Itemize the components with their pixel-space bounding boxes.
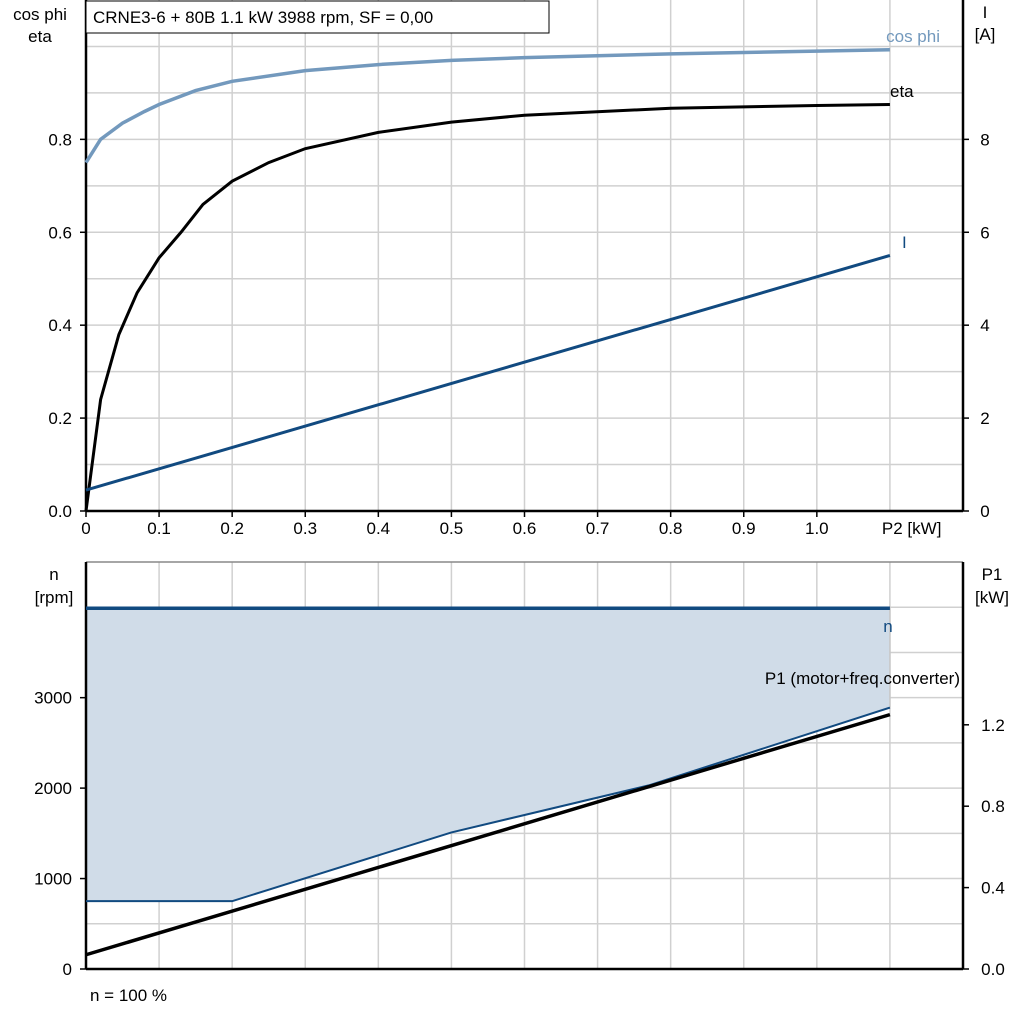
x-tick-label: 0.8	[659, 519, 683, 538]
title-box	[85, 0, 550, 34]
current-line	[85, 254, 891, 492]
y-tick-label-right: 1.2	[981, 716, 1005, 735]
x-tick-label: 0	[81, 519, 90, 538]
speed-annotation: n = 100 %	[90, 986, 167, 1005]
x-tick-label: 0.1	[147, 519, 171, 538]
y-tick-label-left: 3000	[34, 689, 72, 708]
y-tick-label-left: 0.6	[48, 223, 72, 242]
y-tick-label-left: 2000	[34, 779, 72, 798]
y-tick-label-left: 0	[63, 960, 72, 979]
y-axis-label-right: [kW]	[975, 588, 1009, 607]
y-tick-label-left: 0.4	[48, 316, 72, 335]
y-axis-label-left: cos phi	[13, 5, 67, 24]
y-tick-label-right: 2	[980, 409, 989, 428]
y-tick-label-left: 0.8	[48, 130, 72, 149]
y-axis-label-left: eta	[28, 27, 52, 46]
y-tick-label-right: 6	[980, 223, 989, 242]
y-tick-label-left: 0.2	[48, 409, 72, 428]
x-tick-label: 0.3	[293, 519, 317, 538]
cos-phi-label: cos phi	[886, 27, 940, 46]
y-tick-label-right: 4	[980, 316, 989, 335]
x-tick-label: 0.7	[586, 519, 610, 538]
chart-title: CRNE3-6 + 80B 1.1 kW 3988 rpm, SF = 0,00	[93, 8, 433, 27]
current-label: I	[902, 233, 907, 252]
p1-line	[85, 712, 891, 957]
speed-min-line	[86, 706, 891, 903]
eta-label: eta	[890, 82, 914, 101]
speed-range-area	[86, 608, 890, 902]
x-tick-label: 1.0	[805, 519, 829, 538]
eta-line	[84, 103, 890, 512]
x-tick-label: 0.6	[513, 519, 537, 538]
speed-label: n	[883, 617, 892, 636]
x-tick-label: 0.4	[367, 519, 391, 538]
y-axis-label-left: [rpm]	[35, 588, 74, 607]
x-tick-label: 0.5	[440, 519, 464, 538]
y-tick-label-right: 0.8	[981, 797, 1005, 816]
p1-label: P1 (motor+freq.converter)	[765, 669, 960, 688]
cos-phi-line	[84, 47, 890, 164]
x-axis-label: P2 [kW]	[882, 519, 942, 538]
x-tick-label: 0.2	[220, 519, 244, 538]
y-axis-label-right: I	[983, 3, 988, 22]
y-axis-label-right: P1	[982, 565, 1003, 584]
y-tick-label-right: 0.0	[981, 960, 1005, 979]
y-tick-label-right: 0	[980, 502, 989, 521]
y-tick-label-left: 0.0	[48, 502, 72, 521]
y-tick-label-left: 1000	[34, 870, 72, 889]
x-tick-label: 0.9	[732, 519, 756, 538]
y-axis-label-left: n	[49, 565, 58, 584]
y-axis-label-right: [A]	[975, 25, 996, 44]
y-tick-label-right: 8	[980, 130, 989, 149]
y-tick-label-right: 0.4	[981, 879, 1005, 898]
